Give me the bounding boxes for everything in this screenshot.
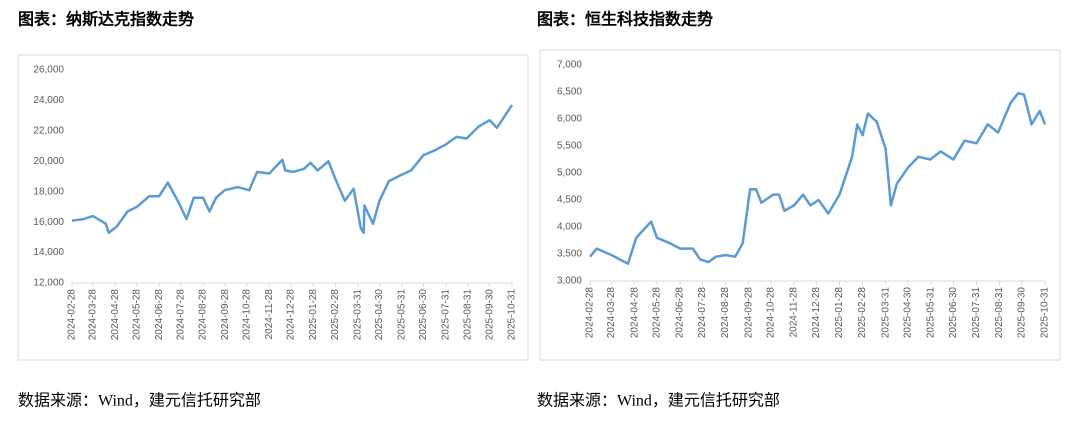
x-tick-label: 2024-12-28 xyxy=(286,289,297,341)
y-tick-label: 22,000 xyxy=(33,125,64,136)
y-tick-label: 4,500 xyxy=(557,195,582,206)
x-tick-label: 2024-02-28 xyxy=(67,289,78,341)
x-tick-label: 2025-06-30 xyxy=(948,287,959,339)
x-tick-label: 2024-08-28 xyxy=(198,289,209,341)
x-tick-label: 2025-06-30 xyxy=(418,289,429,341)
x-tick-label: 2025-01-28 xyxy=(834,287,845,339)
x-tick-label: 2024-02-28 xyxy=(585,287,596,339)
x-tick-label: 2024-06-28 xyxy=(675,287,686,339)
y-tick-label: 3,000 xyxy=(557,276,582,287)
x-tick-label: 2024-09-28 xyxy=(743,287,754,339)
chart-frame xyxy=(17,54,529,361)
x-tick-label: 2025-08-31 xyxy=(463,289,474,341)
y-tick-label: 20,000 xyxy=(33,156,64,167)
y-tick-label: 5,500 xyxy=(557,141,582,152)
y-tick-label: 18,000 xyxy=(33,186,64,197)
y-tick-label: 14,000 xyxy=(33,247,64,258)
chart-frame xyxy=(539,49,1061,361)
x-tick-label: 2025-10-31 xyxy=(507,289,518,341)
x-tick-label: 2024-03-28 xyxy=(606,287,617,339)
x-tick-label: 2025-03-31 xyxy=(880,287,891,339)
y-tick-label: 6,000 xyxy=(557,114,582,125)
y-tick-label: 4,000 xyxy=(557,222,582,233)
x-tick-label: 2024-10-28 xyxy=(766,287,777,339)
x-tick-label: 2024-11-28 xyxy=(789,287,800,338)
y-tick-label: 5,000 xyxy=(557,168,582,179)
x-tick-label: 2024-10-28 xyxy=(242,289,253,341)
x-tick-label: 2025-07-31 xyxy=(440,289,451,341)
x-tick-label: 2025-07-31 xyxy=(971,287,982,339)
x-tick-label: 2024-04-28 xyxy=(110,289,121,341)
source-note: 数据来源：Wind，建元信托研究部 xyxy=(18,392,261,410)
x-tick-label: 2024-05-28 xyxy=(652,287,663,339)
x-tick-label: 2025-02-28 xyxy=(857,287,868,339)
x-tick-label: 2024-08-28 xyxy=(720,287,731,339)
x-tick-label: 2025-03-31 xyxy=(353,289,364,341)
x-tick-label: 2024-03-28 xyxy=(88,289,99,341)
x-tick-label: 2025-04-30 xyxy=(374,289,385,341)
x-tick-label: 2025-10-31 xyxy=(1040,287,1051,339)
x-tick-label: 2024-06-28 xyxy=(154,289,165,341)
y-tick-label: 7,000 xyxy=(557,60,582,71)
x-tick-label: 2024-07-28 xyxy=(697,287,708,339)
x-tick-label: 2024-12-28 xyxy=(811,287,822,339)
x-tick-label: 2025-08-31 xyxy=(994,287,1005,339)
y-tick-label: 3,500 xyxy=(557,249,582,260)
x-tick-label: 2025-05-31 xyxy=(926,287,937,339)
line-series xyxy=(71,104,514,235)
y-tick-label: 12,000 xyxy=(33,278,64,289)
chart-title: 图表：恒生科技指数走势 xyxy=(537,10,713,29)
x-tick-label: 2025-02-28 xyxy=(330,289,341,341)
x-tick-label: 2025-04-30 xyxy=(903,287,914,339)
x-tick-label: 2025-01-28 xyxy=(308,289,319,341)
y-tick-label: 16,000 xyxy=(33,217,64,228)
y-tick-label: 6,500 xyxy=(557,87,582,98)
x-tick-label: 2024-07-28 xyxy=(175,289,186,341)
x-tick-label: 2024-09-28 xyxy=(220,289,231,341)
x-tick-label: 2025-05-31 xyxy=(396,289,407,341)
source-note: 数据来源：Wind，建元信托研究部 xyxy=(537,392,780,410)
line-series xyxy=(589,91,1047,265)
x-tick-label: 2025-09-30 xyxy=(1017,287,1028,339)
x-tick-label: 2025-09-30 xyxy=(484,289,495,341)
chart-title: 图表：纳斯达克指数走势 xyxy=(18,10,194,29)
y-tick-label: 26,000 xyxy=(33,65,64,76)
y-tick-label: 24,000 xyxy=(33,95,64,106)
x-tick-label: 2024-05-28 xyxy=(131,289,142,341)
x-tick-label: 2024-11-28 xyxy=(264,289,275,340)
x-tick-label: 2024-04-28 xyxy=(629,287,640,339)
